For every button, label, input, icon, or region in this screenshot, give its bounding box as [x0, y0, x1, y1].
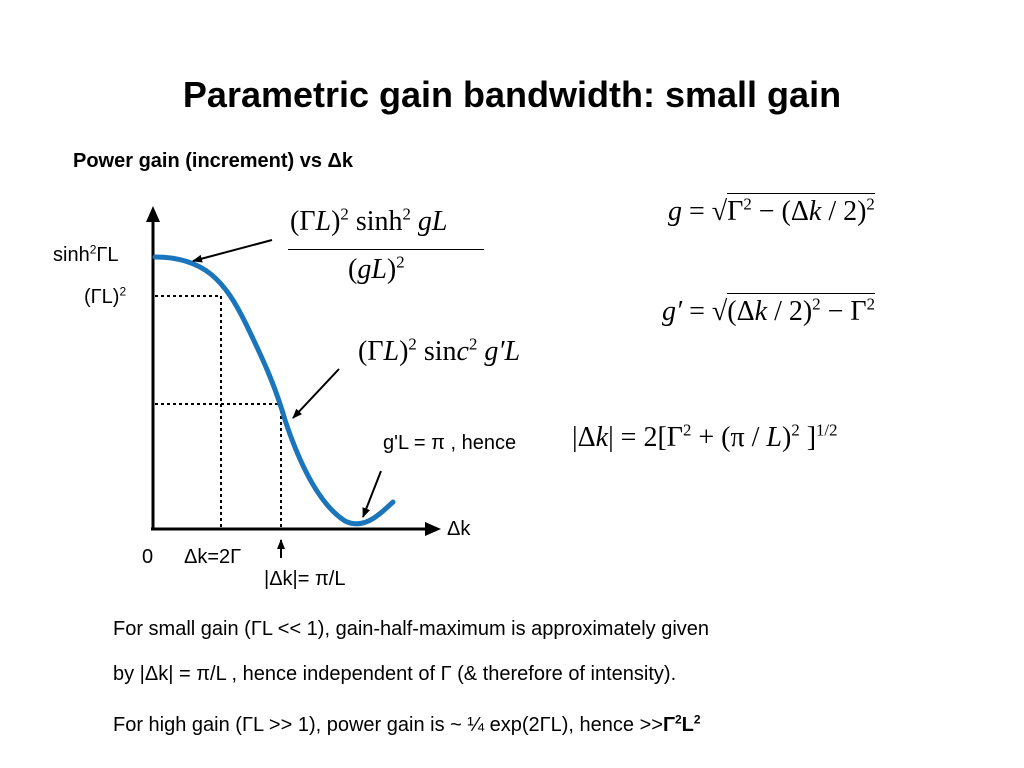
- pointer-sinc-arrow: [292, 368, 340, 419]
- sinc-formula: (ΓL)2 sinc2 g′L: [358, 334, 521, 367]
- x-axis-arrow-icon: [425, 522, 441, 536]
- y-label-gamma: (ΓL)2: [84, 284, 127, 308]
- sinh-fraction-bar: [288, 249, 484, 250]
- gain-curve: [152, 254, 396, 527]
- y-axis-arrow-icon: [146, 206, 160, 222]
- text-line-3: For high gain (ΓL >> 1), power gain is ~…: [113, 712, 701, 737]
- tick-2gamma-label: Δk=2Γ: [184, 546, 242, 568]
- text-line-2: by |Δk| = π/L , hence independent of Γ (…: [113, 663, 677, 685]
- y-label-sinh: sinh2ΓL: [53, 242, 119, 266]
- text-line-3-emphasis: Γ2L2: [662, 712, 701, 736]
- tick-pi-label: |Δk|= π/L: [264, 568, 346, 590]
- page-title: Parametric gain bandwidth: small gain: [182, 74, 842, 115]
- pointer-sinh-arrow: [192, 239, 273, 263]
- sinh-denominator: (gL)2: [348, 252, 405, 285]
- section-subtitle: Power gain (increment) vs Δk: [73, 150, 354, 172]
- condition-prefix: g'L = π , hence: [383, 432, 517, 454]
- text-line-3-prefix: For high gain (ΓL >> 1), power gain is ~…: [113, 714, 663, 736]
- g-definition: g = √Γ2 − (Δk / 2)2: [668, 193, 875, 227]
- origin-label: 0: [142, 546, 154, 568]
- text-line-1: For small gain (ΓL << 1), gain-half-maxi…: [113, 618, 710, 640]
- condition-formula: |Δk| = 2[Γ2 + (π / L)2 ]1/2: [572, 420, 838, 453]
- pointer-min-arrow: [362, 470, 382, 518]
- gprime-definition: g′ = √(Δk / 2)2 − Γ2: [662, 293, 875, 327]
- x-axis-label: Δk: [447, 518, 471, 540]
- sinh-numerator: (ΓL)2 sinh2 gL: [290, 204, 448, 237]
